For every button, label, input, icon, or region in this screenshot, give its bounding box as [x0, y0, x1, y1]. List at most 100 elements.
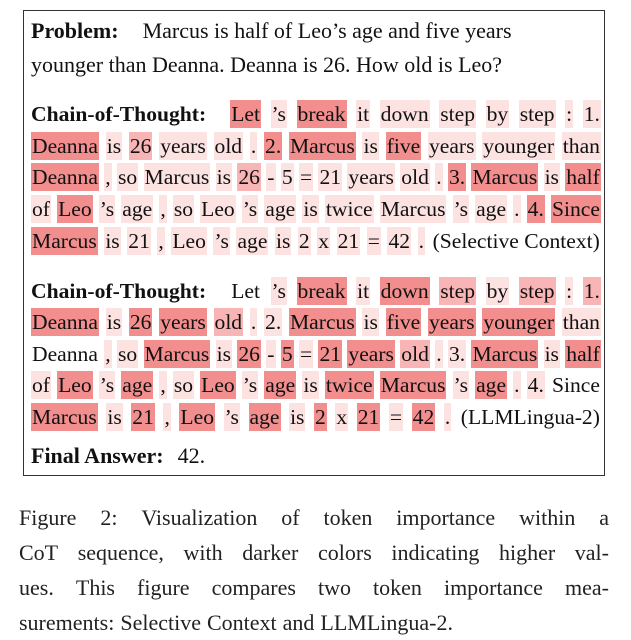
token: Marcus — [31, 227, 98, 255]
token: younger — [482, 308, 556, 336]
token: - — [266, 340, 276, 368]
caption-word: within — [519, 505, 576, 530]
token: age — [236, 227, 269, 255]
token: ’s — [223, 403, 240, 431]
token: old — [400, 163, 430, 191]
token: break — [296, 100, 347, 128]
token: half — [565, 340, 601, 368]
token: . — [435, 163, 443, 191]
token: Marcus — [288, 308, 356, 336]
token: 2 — [314, 403, 327, 431]
token: old — [213, 132, 244, 160]
caption-word: and — [282, 610, 315, 635]
caption-word: higher — [498, 540, 556, 565]
token: = — [366, 227, 381, 255]
token: old — [400, 340, 430, 368]
problem-line-1: Problem: Marcus is half of Leo’s age and … — [31, 18, 601, 44]
problem-text-2: younger than Deanna. Deanna is 26. How o… — [31, 52, 503, 77]
cot-label-selective: Chain-of-Thought: — [31, 102, 207, 126]
token: Let — [230, 277, 261, 305]
caption-line-3: ues. This figure compares two token importance… — [19, 570, 609, 605]
token: years — [427, 308, 476, 336]
token: 5 — [280, 163, 294, 191]
token: of — [31, 371, 51, 399]
final-answer-value: 42. — [177, 443, 206, 468]
caption-word: colors — [318, 540, 372, 565]
token: is — [302, 195, 319, 223]
caption-word: a — [599, 505, 609, 530]
token: 3. — [447, 163, 467, 191]
problem-text-1: Marcus is half of Leo’s age and five yea… — [142, 18, 512, 43]
token: Deanna — [31, 132, 99, 160]
token: so — [117, 340, 139, 368]
caption-word: indicating — [391, 540, 480, 565]
token: half — [565, 163, 601, 191]
caption-word: 2: — [100, 505, 118, 530]
token: Marcus — [143, 163, 211, 191]
token: ’s — [98, 371, 116, 399]
token: 21 — [127, 227, 151, 255]
token: is — [104, 227, 121, 255]
token: Marcus — [471, 340, 539, 368]
token: is — [274, 227, 292, 255]
token: years — [159, 308, 207, 336]
token: twice — [324, 371, 374, 399]
token: , — [163, 403, 171, 431]
caption-word: figure — [137, 575, 190, 600]
problem-label: Problem: — [31, 18, 119, 43]
caption-word: mea- — [564, 575, 609, 600]
token: age — [475, 371, 508, 399]
token: 26 — [237, 163, 261, 191]
token: break — [296, 277, 347, 305]
caption-line-4: surements: Selective Context and LLMLingua-2… — [19, 605, 609, 640]
token: ’s — [270, 277, 287, 305]
token: Deanna — [31, 163, 99, 191]
token: years — [427, 132, 476, 160]
token: - — [266, 163, 276, 191]
token: ’s — [241, 371, 259, 399]
token: . — [513, 195, 521, 223]
token: it — [356, 100, 371, 128]
cot-selective-line-1: Deanna is 26 years old. 2. Marcus is five years yo… — [31, 131, 601, 161]
caption-word: surements: — [19, 610, 115, 635]
token: = — [388, 403, 404, 431]
token: so — [117, 163, 139, 191]
token: 26 — [128, 132, 153, 160]
token: Leo — [57, 195, 93, 223]
caption-word: darker — [242, 540, 299, 565]
caption-word: Context — [206, 610, 277, 635]
token: ’s — [452, 195, 469, 223]
token: age — [121, 195, 154, 223]
token: is — [215, 163, 233, 191]
token: 1. — [582, 277, 601, 305]
caption-word: ues. — [19, 575, 54, 600]
token: 42 — [387, 227, 412, 255]
token: Marcus — [143, 340, 211, 368]
token: Since — [550, 371, 601, 399]
caption-line-1: Figure 2: Visualization of token importance wi… — [19, 500, 609, 535]
token: Marcus — [288, 132, 356, 160]
caption-word: Selective — [120, 610, 201, 635]
token: 2. — [264, 132, 283, 160]
final-answer-label: Final Answer: — [31, 443, 164, 468]
token: 21 — [336, 227, 361, 255]
token: Leo — [200, 195, 236, 223]
problem-line-2: younger than Deanna. Deanna is 26. How o… — [31, 52, 601, 78]
token: step — [439, 100, 477, 128]
token: . — [443, 403, 452, 431]
token: Marcus — [31, 403, 98, 431]
token: , — [159, 371, 167, 399]
token: 21 — [356, 403, 381, 431]
token: 2. — [264, 308, 283, 336]
token: , — [104, 340, 112, 368]
token: Let — [230, 100, 261, 128]
cot-llmlingua-line-3: of Leo’s age, so Leo’s age is twice Marcus’s age.… — [31, 370, 601, 400]
token: . — [435, 340, 443, 368]
caption-word: sequence, — [77, 540, 164, 565]
token: , — [104, 163, 112, 191]
token: Since — [550, 195, 601, 223]
cot-llmlingua-line-4: Marcus is 21, Leo’s age is 2 x 21 = 42. (LLMLingua-… — [31, 402, 601, 432]
caption-word: token — [373, 575, 422, 600]
cot-selective-line-0: Chain-of-Thought: Let ’s break it down step by… — [31, 99, 601, 129]
token: old — [213, 308, 244, 336]
